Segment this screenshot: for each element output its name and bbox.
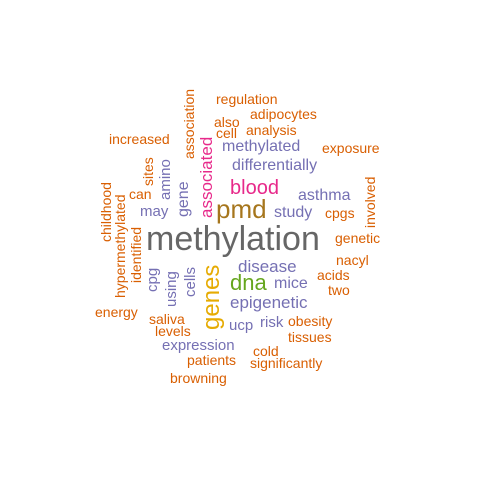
word-increased: increased — [109, 131, 170, 147]
word-methylated: methylated — [222, 138, 301, 155]
word-cell: cell — [216, 125, 238, 141]
word-pmd: pmd — [216, 194, 267, 224]
word-gene: gene — [175, 181, 192, 217]
word-can: can — [129, 186, 152, 202]
word-cpgs: cpgs — [325, 205, 355, 221]
word-asthma: asthma — [298, 187, 351, 204]
word-study: study — [274, 204, 313, 221]
word-sites: sites — [140, 157, 156, 186]
word-cpg: cpg — [144, 267, 161, 292]
word-epigenetic: epigenetic — [230, 293, 308, 312]
word-disease: disease — [238, 257, 297, 276]
word-ucp: ucp — [229, 317, 254, 334]
word-involved: involved — [362, 176, 378, 228]
word-childhood: childhood — [98, 182, 114, 242]
word-also: also — [214, 114, 240, 130]
word-blood: blood — [230, 177, 279, 199]
word-levels: levels — [155, 323, 191, 339]
word-saliva: saliva — [149, 311, 185, 327]
word-using: using — [163, 271, 180, 307]
word-mice: mice — [274, 275, 308, 292]
word-differentially: differentially — [232, 157, 318, 174]
word-dna: dna — [230, 270, 267, 295]
word-genetic: genetic — [335, 230, 381, 246]
word-obesity: obesity — [288, 313, 333, 329]
word-patients: patients — [187, 352, 237, 368]
word-regulation: regulation — [216, 91, 278, 107]
word-cold: cold — [253, 343, 279, 359]
word-nacyl: nacyl — [336, 252, 369, 268]
word-genes: genes — [198, 264, 225, 330]
word-association: association — [181, 88, 197, 159]
word-hypermethylated: hypermethylated — [112, 194, 128, 298]
word-significantly: significantly — [250, 355, 323, 371]
word-amino: amino — [157, 159, 174, 200]
word-browning: browning — [170, 370, 227, 386]
word-may: may — [140, 203, 169, 220]
word-identified: identified — [128, 226, 144, 283]
word-analysis: analysis — [246, 122, 297, 138]
word-methylation: methylation — [146, 220, 320, 258]
word-risk: risk — [260, 314, 284, 331]
word-tissues: tissues — [288, 329, 332, 345]
word-cells: cells — [182, 266, 199, 297]
word-exposure: exposure — [322, 140, 380, 156]
word-expression: expression — [162, 337, 235, 354]
word-adipocytes: adipocytes — [250, 106, 317, 122]
word-acids: acids — [317, 267, 350, 283]
word-associated: associated — [197, 136, 216, 218]
word-two: two — [328, 282, 350, 298]
word-energy: energy — [95, 304, 138, 320]
